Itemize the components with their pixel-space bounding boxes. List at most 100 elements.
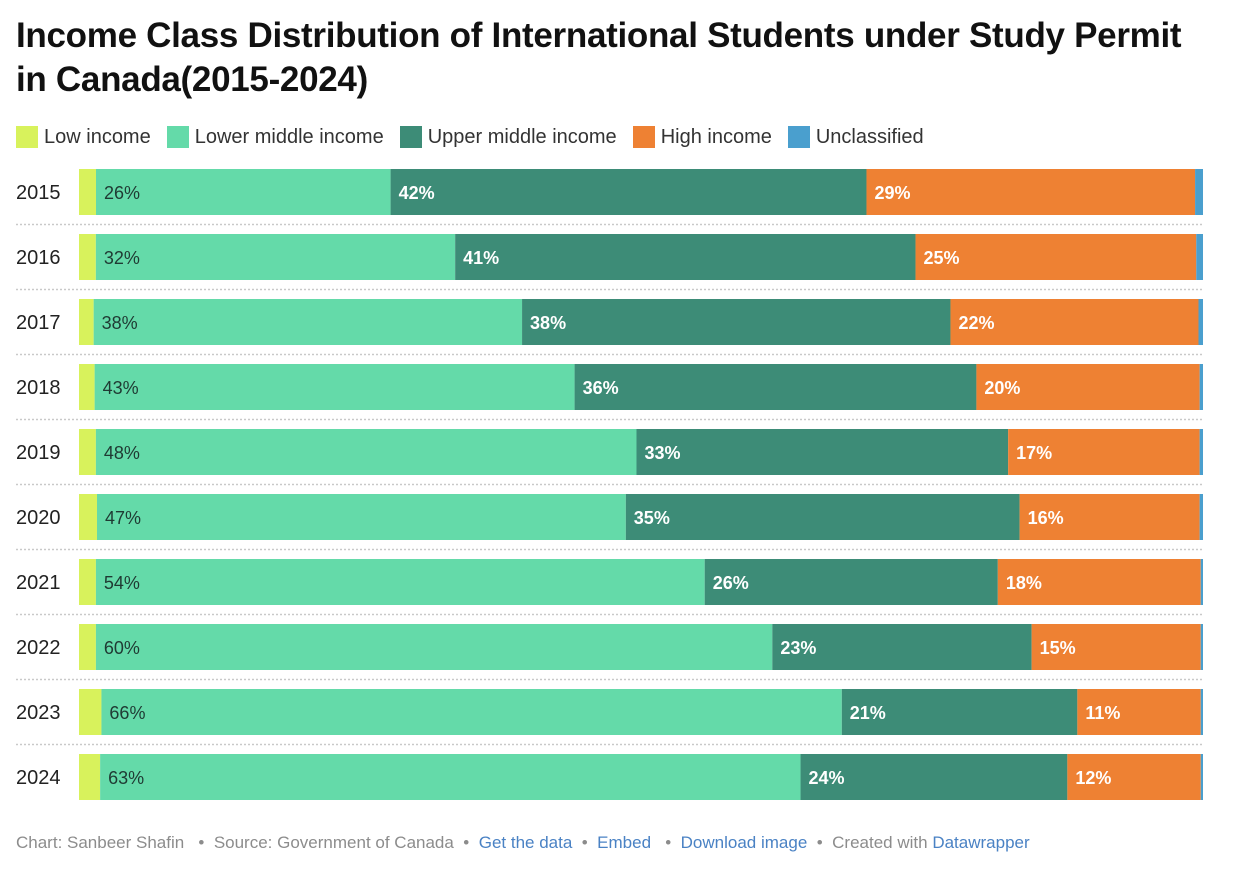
embed-link[interactable]: Embed (597, 833, 652, 852)
data-label: 48% (104, 443, 140, 463)
bar-row-2017: 2017 38% 38% 22% (16, 299, 1203, 345)
bar-segment-upper-middle-income (522, 299, 951, 345)
data-label: 12% (1075, 768, 1111, 788)
bar-segment-upper-middle-income (574, 364, 977, 410)
category-label: 2018 (16, 377, 61, 399)
category-label: 2022 (16, 637, 61, 659)
bar-segment-lower-middle-income (95, 169, 391, 215)
data-label: 17% (1016, 443, 1052, 463)
bar-row-2023: 2023 66% 21% 11% (16, 689, 1203, 735)
category-label: 2015 (16, 182, 61, 204)
data-label: 24% (809, 768, 845, 788)
bar-segment-high-income (1031, 624, 1201, 670)
footer-separator: • (188, 833, 210, 852)
chart-credit: Chart: Sanbeer Shafin (16, 833, 185, 852)
data-label: 16% (1028, 508, 1064, 528)
data-label: 15% (1040, 638, 1076, 658)
bar-segment-unclassified (1199, 429, 1203, 475)
footer-separator: • (812, 833, 828, 852)
bar-segment-lower-middle-income (95, 559, 705, 605)
bar-segment-unclassified (1200, 559, 1203, 605)
bar-segment-high-income (915, 234, 1197, 280)
data-label: 42% (399, 183, 435, 203)
bar-segment-unclassified (1200, 689, 1203, 735)
data-label: 26% (713, 573, 749, 593)
bar-segment-high-income (950, 299, 1199, 345)
data-label: 54% (104, 573, 140, 593)
legend-item-lower-middle-income: Lower middle income (166, 125, 384, 149)
download-image-link[interactable]: Download image (680, 833, 808, 852)
bar-segment-low-income (79, 689, 102, 735)
legend-swatch-low-income (16, 126, 38, 148)
legend: Low income Lower middle income Upper mid… (16, 124, 940, 150)
legend-item-upper-middle-income: Upper middle income (399, 125, 617, 149)
data-label: 23% (780, 638, 816, 658)
bar-segment-low-income (79, 364, 95, 410)
legend-item-unclassified: Unclassified (787, 125, 924, 149)
bar-segment-lower-middle-income (100, 754, 801, 800)
data-label: 20% (984, 378, 1020, 398)
bar-row-2021: 2021 54% 26% 18% (16, 559, 1203, 605)
bar-segment-lower-middle-income (101, 689, 842, 735)
data-label: 33% (644, 443, 680, 463)
legend-label-unclassified: Unclassified (815, 125, 924, 148)
category-label: 2020 (16, 507, 61, 529)
chart-title: Income Class Distribution of Internation… (16, 16, 1182, 99)
source-text: Source: Government of Canada (213, 833, 454, 852)
data-label: 32% (104, 248, 140, 268)
legend-swatch-lower-middle-income (166, 126, 189, 148)
data-label: 11% (1085, 703, 1120, 723)
bar-segment-unclassified (1199, 364, 1203, 410)
bar-row-2019: 2019 48% 33% 17% (16, 429, 1203, 475)
legend-label-lower-middle-income: Lower middle income (194, 125, 384, 148)
category-label: 2021 (16, 572, 61, 594)
data-label: 60% (104, 638, 140, 658)
bar-segment-upper-middle-income (841, 689, 1078, 735)
bar-segment-low-income (79, 754, 101, 800)
data-label: 21% (850, 703, 886, 723)
data-label: 63% (108, 768, 144, 788)
footer-separator: • (577, 833, 593, 852)
bar-segment-upper-middle-income (390, 169, 867, 215)
bar-row-2016: 2016 32% 41% 25% (16, 234, 1203, 280)
legend-label-low-income: Low income (44, 125, 151, 148)
bar-segment-high-income (1077, 689, 1201, 735)
bar-segment-upper-middle-income (625, 494, 1020, 540)
category-label: 2023 (16, 702, 61, 724)
datawrapper-link[interactable]: Datawrapper (932, 833, 1030, 852)
get-the-data-link[interactable]: Get the data (478, 833, 573, 852)
data-label: 26% (104, 183, 140, 203)
bar-segment-high-income (1067, 754, 1201, 800)
data-label: 25% (924, 248, 960, 268)
bar-segment-unclassified (1200, 624, 1203, 670)
bar-segment-upper-middle-income (772, 624, 1032, 670)
bar-segment-unclassified (1195, 169, 1203, 215)
bar-segment-high-income (866, 169, 1196, 215)
data-label: 36% (583, 378, 619, 398)
category-label: 2019 (16, 442, 61, 464)
bar-segment-high-income (976, 364, 1200, 410)
data-label: 66% (109, 703, 145, 723)
bar-segment-high-income (997, 559, 1201, 605)
bar-segment-unclassified (1200, 754, 1203, 800)
data-label: 38% (102, 313, 138, 333)
legend-label-upper-middle-income: Upper middle income (427, 125, 617, 148)
legend-item-high-income: High income (632, 126, 772, 149)
bar-segment-lower-middle-income (94, 364, 575, 410)
bar-segment-upper-middle-income (455, 234, 916, 280)
bar-row-2020: 2020 47% 35% 16% (16, 494, 1203, 540)
data-label: 35% (634, 508, 670, 528)
footer-separator: • (655, 833, 676, 852)
created-with-text: Created with (832, 833, 928, 852)
bar-segment-upper-middle-income (636, 429, 1009, 475)
data-label: 47% (105, 508, 141, 528)
legend-swatch-upper-middle-income (399, 126, 422, 148)
legend-swatch-high-income (632, 126, 655, 148)
category-label: 2016 (16, 247, 61, 269)
bar-row-2015: 2015 26% 42% 29% (16, 169, 1203, 215)
data-label: 41% (463, 248, 499, 268)
bar-segment-unclassified (1198, 299, 1203, 345)
legend-swatch-unclassified (787, 126, 810, 148)
bar-row-2018: 2018 43% 36% 20% (16, 364, 1203, 410)
chart-footer: Chart: Sanbeer Shafin • Source: Governme… (16, 833, 1030, 853)
